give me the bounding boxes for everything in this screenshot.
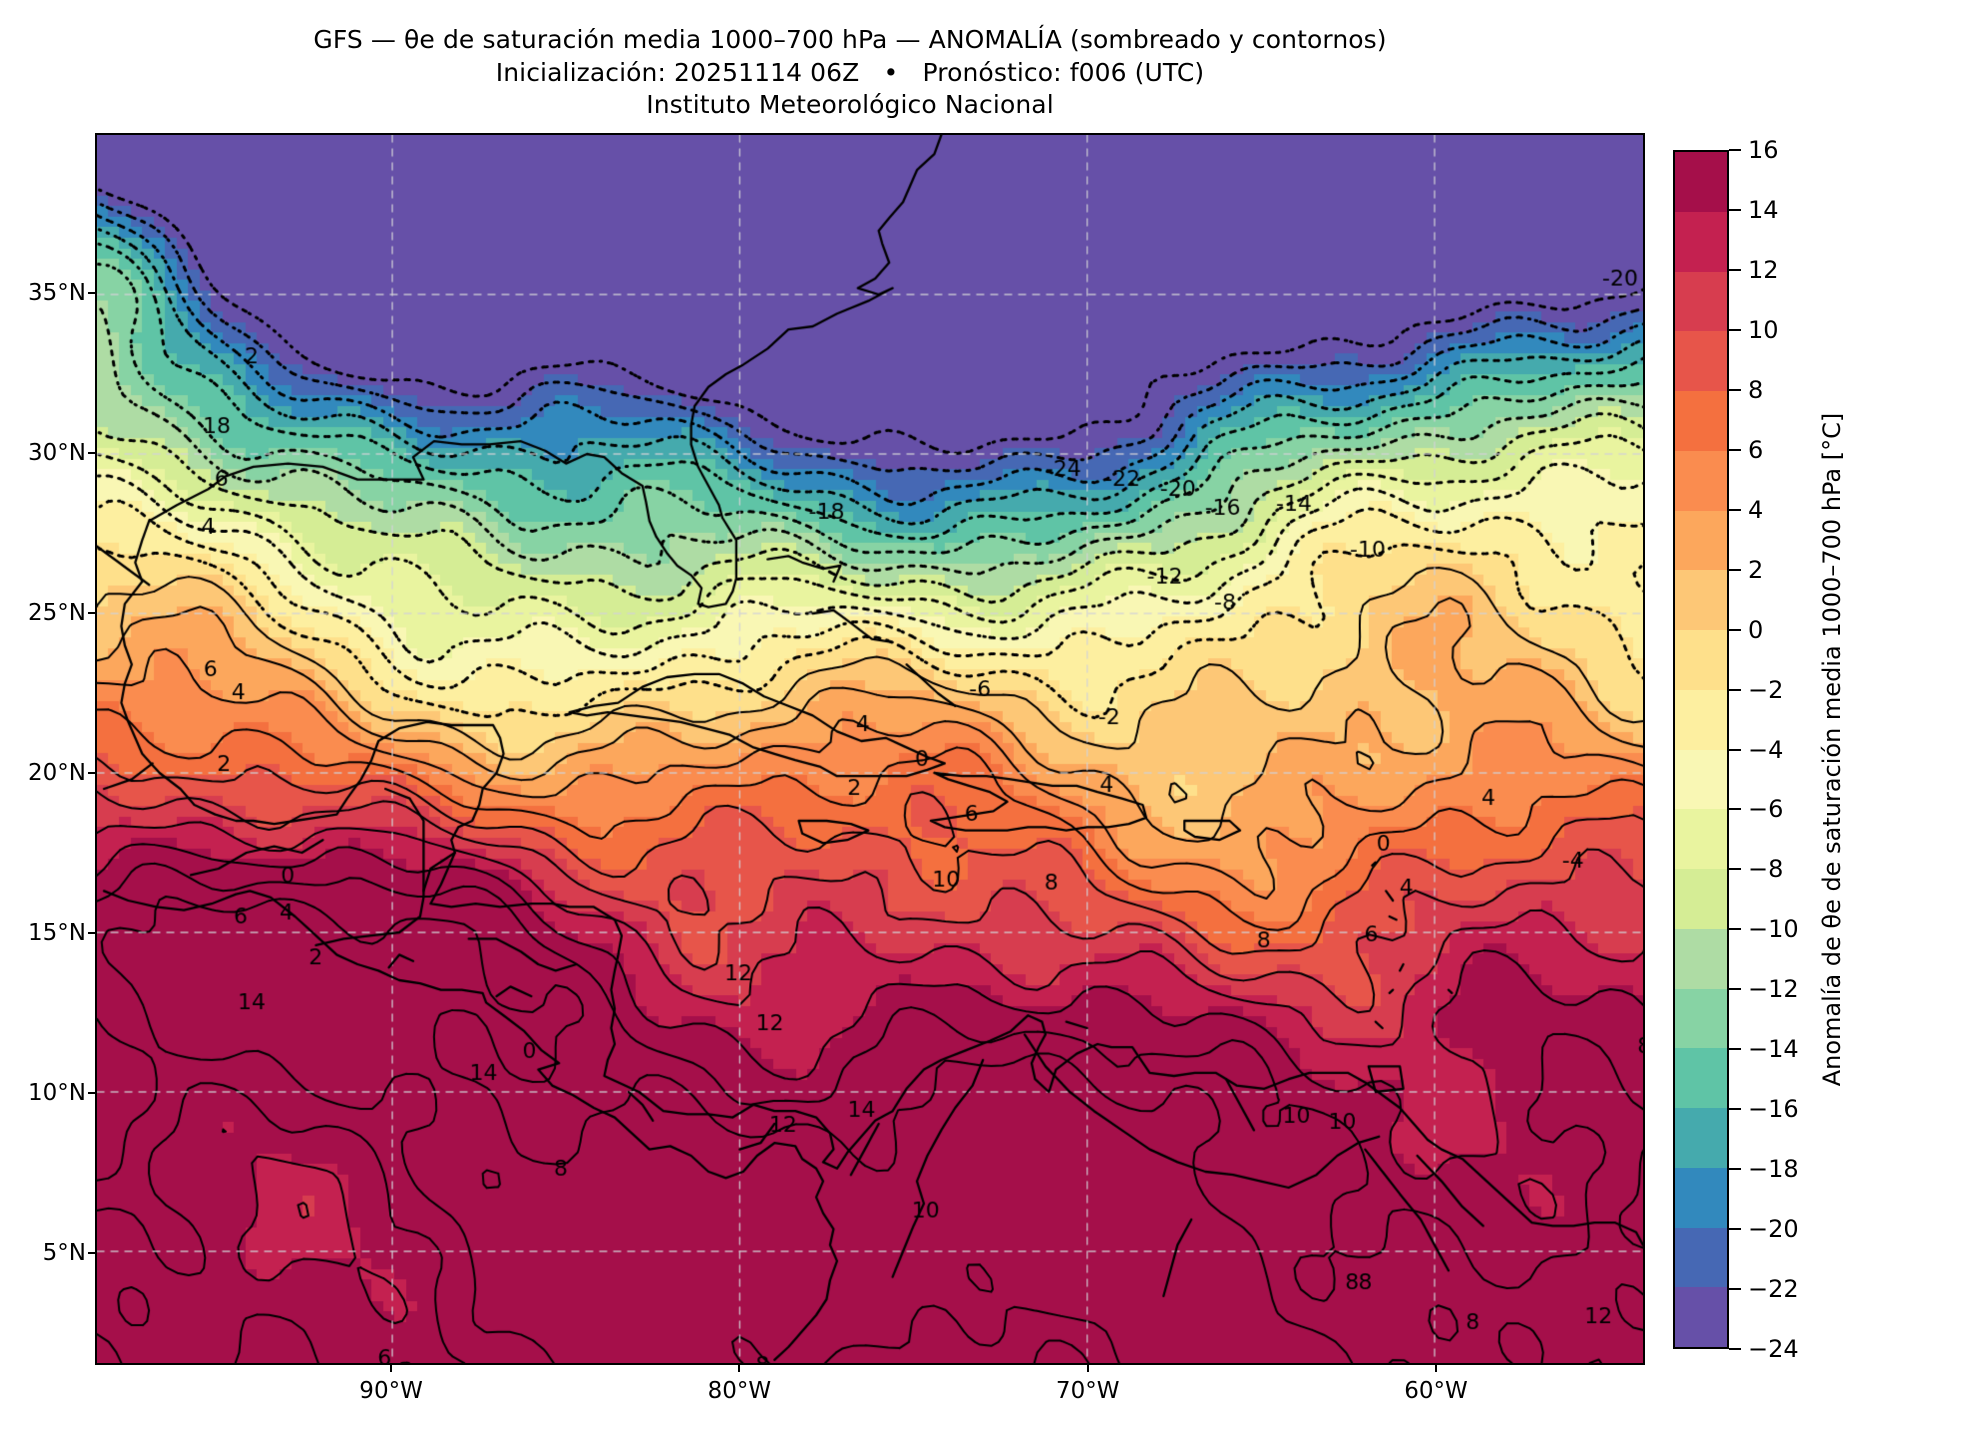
colorbar-tick-mark [1729,1348,1741,1350]
chart-title-line3: Instituto Meteorológico Nacional [646,90,1054,119]
longitude-tick-mark [738,1365,741,1372]
longitude-tick-mark [390,1365,393,1372]
colorbar-tick-label: 4 [1748,495,1764,524]
colorbar-band [1675,928,1727,989]
colorbar-tick-label: −16 [1748,1095,1799,1124]
colorbar-tick-label: 16 [1748,136,1779,164]
colorbar-tick-mark [1729,748,1741,751]
colorbar-band [1675,1227,1727,1288]
colorbar-tick-mark [1729,1108,1741,1111]
map-plot-area[interactable] [95,133,1645,1365]
colorbar-tick-mark [1729,208,1741,211]
colorbar-band [1675,630,1727,690]
longitude-tick-mark [1086,1365,1089,1372]
colorbar-tick-label: −24 [1748,1335,1799,1363]
colorbar-tick-mark [1729,688,1741,691]
latitude-tick-label: 35°N [28,280,86,306]
colorbar-tick-mark [1729,988,1741,991]
colorbar-band [1675,391,1727,451]
latitude-tick-label: 20°N [28,760,86,786]
colorbar-tick-label: 2 [1748,555,1764,584]
longitude-tick-label: 80°W [707,1378,772,1404]
colorbar-tick-mark [1729,1048,1741,1051]
latitude-tick-mark [88,292,95,294]
longitude-tick-label: 60°W [1404,1378,1468,1404]
colorbar-tick-label: 14 [1748,195,1779,224]
colorbar-band [1675,1287,1727,1347]
colorbar-band [1675,1108,1727,1168]
chart-title-line2: Inicialización: 20251114 06Z • Pronóstic… [495,57,1205,87]
latitude-tick-label: 5°N [42,1240,86,1266]
colorbar-tick-label: −10 [1748,915,1799,944]
colorbar-band [1675,689,1727,750]
colorbar[interactable] [1673,150,1729,1349]
colorbar-tick-mark [1729,149,1741,151]
colorbar-band [1675,570,1727,630]
colorbar-tick-mark [1729,508,1741,511]
colorbar-tick-mark [1729,328,1741,331]
colorbar-tick-mark [1729,568,1741,571]
colorbar-band [1675,152,1727,212]
colorbar-band [1675,450,1727,511]
latitude-tick-mark [88,452,95,454]
colorbar-tick-mark [1729,868,1741,871]
colorbar-band [1675,211,1727,272]
latitude-tick-label: 15°N [28,920,86,946]
colorbar-tick-mark [1729,448,1741,451]
colorbar-tick-label: 8 [1748,375,1764,404]
latitude-tick-label: 25°N [28,600,86,626]
colorbar-tick-label: −18 [1748,1155,1799,1184]
colorbar-tick-label: 10 [1748,315,1779,344]
latitude-tick-label: 10°N [28,1080,86,1106]
colorbar-tick-label: −12 [1748,975,1799,1004]
colorbar-band [1675,809,1727,869]
colorbar-tick-mark [1729,808,1741,811]
colorbar-tick-label: −6 [1748,795,1784,824]
colorbar-tick-mark [1729,1228,1741,1231]
colorbar-tick-label: 0 [1748,615,1764,644]
colorbar-band [1675,1167,1727,1228]
longitude-tick-mark [1435,1365,1437,1372]
longitude-tick-label: 90°W [359,1378,423,1404]
chart-title-line1: GFS — θe de saturación media 1000–700 hP… [313,25,1387,54]
latitude-tick-mark [88,932,95,934]
colorbar-band [1675,331,1727,391]
colorbar-tick-mark [1729,268,1741,271]
colorbar-tick-label: −14 [1748,1035,1799,1064]
colorbar-tick-label: −2 [1748,675,1784,704]
colorbar-tick-label: −20 [1748,1215,1799,1244]
latitude-tick-mark [88,772,95,774]
colorbar-tick-label: −8 [1748,855,1784,884]
latitude-tick-mark [88,1252,95,1254]
latitude-tick-mark [88,612,95,614]
latitude-tick-label: 30°N [28,440,86,466]
colorbar-tick-mark [1729,928,1741,931]
colorbar-band [1675,749,1727,810]
colorbar-band [1675,1048,1727,1108]
colorbar-band [1675,869,1727,929]
colorbar-band [1675,510,1727,571]
colorbar-band [1675,271,1727,332]
colorbar-tick-label: −22 [1748,1275,1799,1304]
colorbar-tick-label: −4 [1748,735,1784,764]
latitude-tick-mark [88,1092,95,1094]
colorbar-tick-mark [1729,1168,1741,1171]
colorbar-axis-label: Anomalía de θe de saturación media 1000–… [1818,412,1846,1087]
colorbar-tick-label: 12 [1748,255,1779,284]
anomaly-heatmap-canvas [97,135,1643,1363]
chart-title-block: GFS — θe de saturación media 1000–700 hP… [0,24,1700,122]
colorbar-tick-mark [1729,388,1741,391]
colorbar-tick-mark [1729,628,1741,631]
colorbar-band [1675,988,1727,1049]
colorbar-tick-label: 6 [1748,435,1764,464]
longitude-tick-label: 70°W [1055,1378,1120,1404]
colorbar-tick-mark [1729,1288,1741,1291]
